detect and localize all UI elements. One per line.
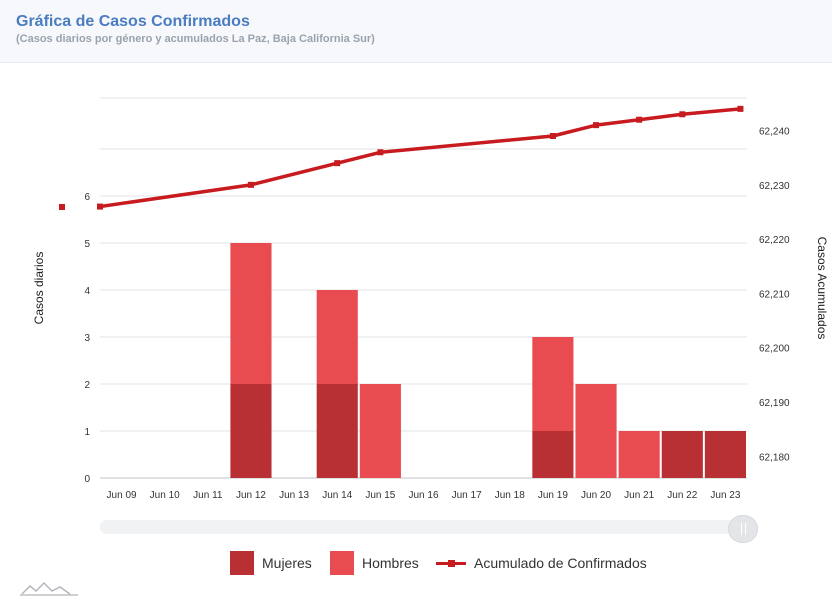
bar-hombres bbox=[618, 431, 660, 478]
x-tick-label: Jun 17 bbox=[452, 490, 482, 501]
x-tick-label: Jun 22 bbox=[667, 490, 697, 501]
point-acumulado bbox=[549, 133, 556, 139]
legend-item-hombres[interactable]: Hombres bbox=[330, 550, 419, 576]
y-tick-label: 0 bbox=[84, 474, 90, 485]
x-tick-label: Jun 13 bbox=[279, 490, 309, 501]
x-tick-label: Jun 15 bbox=[365, 490, 395, 501]
legend-swatch-hombres bbox=[330, 551, 354, 575]
side-marker bbox=[59, 204, 65, 210]
y2-tick-label: 62,240 bbox=[759, 127, 790, 138]
bar-hombres bbox=[575, 384, 617, 478]
point-acumulado bbox=[377, 149, 384, 156]
chart-scrollbar-track[interactable] bbox=[100, 520, 745, 534]
brand-logo-icon bbox=[20, 582, 78, 596]
y-tick-label: 3 bbox=[84, 333, 90, 344]
legend-label-hombres: Hombres bbox=[362, 555, 419, 571]
bar-hombres bbox=[359, 384, 401, 478]
line-acumulado bbox=[99, 107, 741, 209]
legend-label-mujeres: Mujeres bbox=[262, 555, 312, 571]
y-tick-label: 4 bbox=[84, 286, 90, 297]
y2-tick-label: 62,190 bbox=[759, 398, 790, 409]
chart-header: Gráfica de Casos Confirmados (Casos diar… bbox=[0, 0, 832, 63]
y2-tick-label: 62,180 bbox=[759, 452, 790, 463]
y-tick-label: 5 bbox=[84, 239, 90, 250]
point-acumulado bbox=[593, 122, 600, 129]
x-tick-label: Jun 19 bbox=[538, 490, 568, 501]
bar-mujeres bbox=[316, 384, 358, 478]
y-tick-label: 1 bbox=[84, 427, 90, 438]
bar-mujeres bbox=[532, 431, 574, 478]
point-acumulado bbox=[679, 111, 686, 118]
x-tick-label: Jun 12 bbox=[236, 490, 266, 501]
point-acumulado bbox=[247, 181, 254, 188]
bar-mujeres bbox=[661, 431, 703, 478]
y2-tick-label: 62,200 bbox=[759, 344, 790, 355]
y-axis-title: Casos diarios bbox=[32, 252, 46, 325]
x-tick-label: Jun 09 bbox=[107, 490, 137, 501]
y2-axis-title: Casos Acumulados bbox=[815, 237, 829, 340]
x-tick-label: Jun 16 bbox=[408, 490, 438, 501]
legend-item-acumulado[interactable]: Acumulado de Confirmados bbox=[436, 550, 647, 576]
legend-label-acumulado: Acumulado de Confirmados bbox=[474, 555, 647, 571]
legend-item-mujeres[interactable]: Mujeres bbox=[230, 550, 312, 576]
y-tick-label: 2 bbox=[84, 380, 90, 391]
bar-hombres bbox=[532, 337, 574, 431]
chart-subtitle: (Casos diarios por género y acumulados L… bbox=[16, 33, 375, 45]
point-acumulado bbox=[737, 105, 744, 112]
y2-tick-label: 62,210 bbox=[759, 289, 790, 300]
bar-mujeres bbox=[230, 384, 272, 478]
y2-tick-label: 62,220 bbox=[759, 235, 790, 246]
legend-swatch-acumulado bbox=[436, 551, 466, 575]
x-tick-label: Jun 20 bbox=[581, 490, 611, 501]
y2-tick-label: 62,230 bbox=[759, 181, 790, 192]
point-acumulado bbox=[636, 116, 643, 123]
x-tick-label: Jun 14 bbox=[322, 490, 352, 501]
x-tick-label: Jun 21 bbox=[624, 490, 654, 501]
y-tick-label: 6 bbox=[84, 192, 90, 203]
x-tick-label: Jun 10 bbox=[150, 490, 180, 501]
x-tick-label: Jun 11 bbox=[193, 490, 223, 501]
chart-area: 0 1 2 3 4 5 6 62,180 62,190 62,200 62,210 62,220 62,… bbox=[32, 97, 829, 501]
bar-hombres bbox=[316, 290, 358, 384]
bar-hombres bbox=[230, 243, 272, 384]
chart-title: Gráfica de Casos Confirmados bbox=[16, 13, 250, 30]
legend-swatch-mujeres bbox=[230, 551, 254, 575]
chart-legend: Mujeres Hombres Acumulado de Confirmados bbox=[0, 550, 832, 578]
point-acumulado bbox=[334, 160, 341, 167]
bar-mujeres bbox=[704, 431, 746, 478]
chart-scrollbar-handle[interactable] bbox=[728, 515, 758, 543]
x-tick-label: Jun 23 bbox=[710, 490, 740, 501]
point-acumulado bbox=[97, 203, 103, 210]
x-tick-label: Jun 18 bbox=[495, 490, 525, 501]
